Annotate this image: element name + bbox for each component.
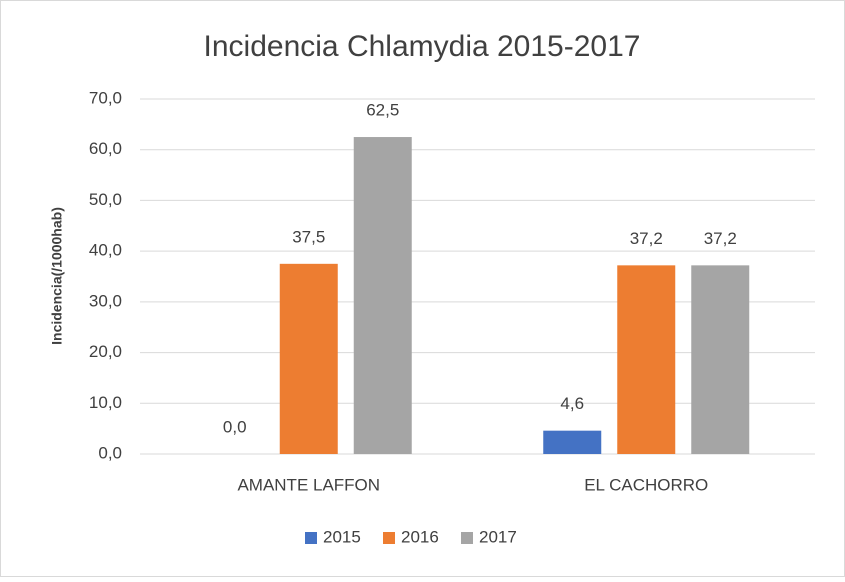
x-tick-label: AMANTE LAFFON [237, 475, 380, 494]
value-label: 0,0 [223, 417, 247, 436]
y-tick-label: 50,0 [89, 190, 122, 209]
y-tick-label: 70,0 [89, 88, 122, 107]
bar [279, 263, 338, 454]
legend-label: 2017 [479, 527, 517, 546]
value-label: 37,2 [630, 229, 663, 248]
value-label: 37,5 [292, 227, 325, 246]
y-tick-label: 20,0 [89, 342, 122, 361]
legend-swatch [305, 532, 317, 544]
chart-title: Incidencia Chlamydia 2015-2017 [204, 30, 641, 63]
y-tick-label: 30,0 [89, 291, 122, 310]
legend-swatch [461, 532, 473, 544]
y-tick-label: 60,0 [89, 139, 122, 158]
bar [353, 137, 412, 455]
legend-swatch [383, 532, 395, 544]
value-label: 4,6 [560, 394, 584, 413]
y-tick-label: 10,0 [89, 393, 122, 412]
legend-label: 2015 [323, 527, 361, 546]
bar [543, 430, 602, 454]
legend-label: 2016 [401, 527, 439, 546]
x-tick-label: EL CACHORRO [584, 475, 708, 494]
value-label: 62,5 [366, 101, 399, 120]
bar [691, 265, 750, 454]
y-tick-label: 40,0 [89, 241, 122, 260]
y-tick-label: 0,0 [98, 443, 122, 462]
bar [617, 265, 676, 454]
y-axis-label: Incidencia(/1000hab) [49, 207, 65, 345]
value-label: 37,2 [704, 229, 737, 248]
